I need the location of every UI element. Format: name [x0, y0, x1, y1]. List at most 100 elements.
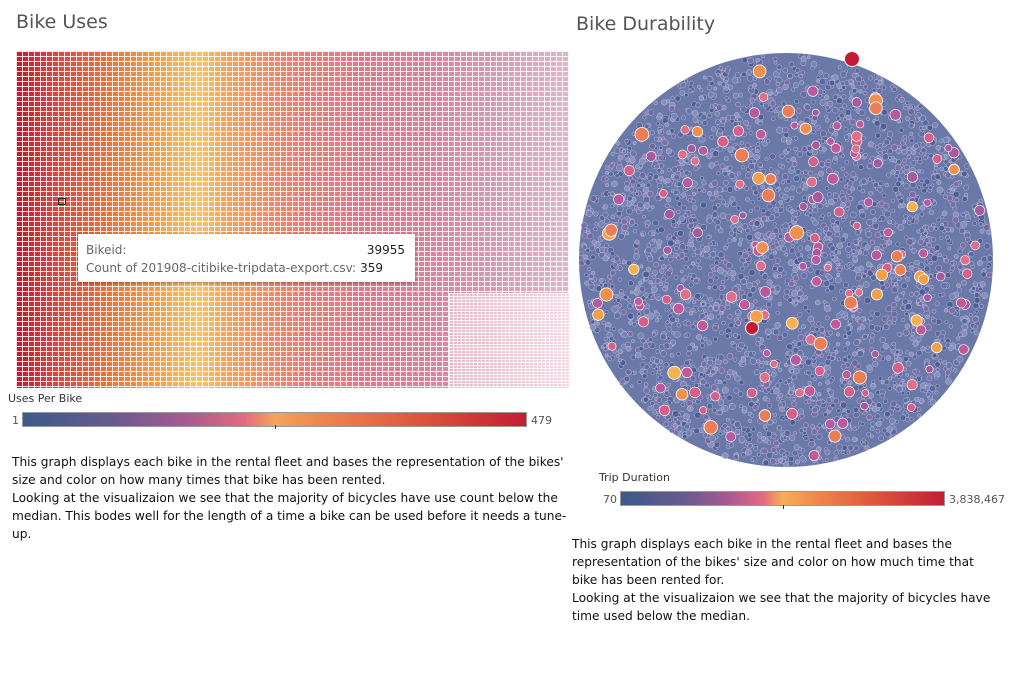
bike-bubble[interactable] — [765, 369, 771, 374]
bike-bubble[interactable] — [727, 369, 733, 375]
bike-bubble[interactable] — [772, 56, 778, 62]
bike-bubble[interactable] — [778, 378, 783, 383]
bike-bubble[interactable] — [972, 302, 979, 309]
bike-bubble[interactable] — [842, 357, 848, 363]
bike-bubble[interactable] — [837, 65, 842, 70]
bike-bubble[interactable] — [811, 149, 818, 156]
bike-bubble[interactable] — [874, 310, 881, 317]
bike-bubble[interactable] — [928, 185, 933, 190]
bike-bubble[interactable] — [806, 232, 811, 237]
bike-bubble[interactable] — [811, 355, 817, 360]
bike-bubble[interactable] — [594, 221, 599, 226]
bike-bubble[interactable] — [706, 217, 713, 224]
bike-bubble[interactable] — [828, 198, 835, 205]
bike-bubble[interactable] — [799, 80, 805, 85]
bike-bubble[interactable] — [750, 199, 755, 205]
bike-bubble[interactable] — [633, 223, 638, 228]
bike-bubble[interactable] — [723, 359, 728, 365]
bike-bubble[interactable] — [679, 168, 684, 174]
bike-bubble[interactable] — [803, 305, 809, 311]
bike-bubble[interactable] — [791, 396, 796, 401]
bike-bubble[interactable] — [675, 388, 689, 401]
bike-bubble[interactable] — [733, 357, 738, 362]
bike-bubble[interactable] — [777, 106, 783, 112]
bike-bubble[interactable] — [859, 80, 866, 86]
bike-bubble[interactable] — [793, 300, 799, 305]
bike-bubble[interactable] — [782, 435, 788, 440]
bike-bubble[interactable] — [754, 231, 762, 239]
bike-bubble[interactable] — [604, 218, 610, 225]
bike-bubble[interactable] — [864, 244, 871, 251]
bike-bubble[interactable] — [734, 148, 750, 163]
bike-bubble[interactable] — [616, 164, 623, 172]
bike-bubble[interactable] — [818, 382, 822, 386]
bike-bubble[interactable] — [843, 282, 849, 288]
bike-bubble[interactable] — [896, 194, 902, 201]
bike-bubble[interactable] — [979, 228, 985, 234]
bike-bubble[interactable] — [791, 401, 797, 407]
bike-bubble[interactable] — [892, 316, 898, 322]
bike-bubble[interactable] — [845, 201, 851, 208]
bike-bubble[interactable] — [878, 200, 885, 207]
bike-bubble[interactable] — [707, 285, 712, 290]
bike-bubble[interactable] — [818, 70, 824, 75]
bike-bubble[interactable] — [734, 112, 740, 117]
bike-bubble[interactable] — [799, 455, 806, 462]
bike-bubble[interactable] — [664, 209, 675, 220]
bike-bubble[interactable] — [707, 359, 713, 366]
bike-bubble[interactable] — [957, 263, 964, 270]
bike-bubble[interactable] — [713, 305, 719, 311]
bike-bubble[interactable] — [791, 449, 799, 457]
bike-bubble[interactable] — [850, 211, 857, 219]
bike-bubble[interactable] — [697, 306, 703, 312]
bike-bubble[interactable] — [720, 279, 725, 284]
bike-bubble[interactable] — [761, 188, 776, 203]
bike-bubble[interactable] — [773, 250, 778, 255]
bike-bubble[interactable] — [869, 426, 875, 432]
bike-bubble[interactable] — [634, 127, 650, 142]
bike-bubble[interactable] — [756, 438, 763, 444]
bike-bubble[interactable] — [855, 274, 862, 282]
bike-bubble[interactable] — [790, 121, 799, 130]
bike-bubble[interactable] — [875, 145, 880, 150]
bike-bubble[interactable] — [944, 144, 953, 152]
bike-bubble[interactable] — [691, 110, 699, 117]
bike-bubble[interactable] — [944, 320, 949, 325]
bike-bubble[interactable] — [905, 350, 910, 355]
bike-bubble[interactable] — [639, 361, 646, 368]
bike-bubble[interactable] — [836, 116, 841, 121]
bike-bubble[interactable] — [752, 171, 766, 185]
bike-bubble[interactable] — [877, 375, 883, 381]
bike-bubble[interactable] — [721, 118, 726, 124]
bike-bubble[interactable] — [905, 276, 910, 282]
bike-bubble[interactable] — [659, 365, 664, 371]
bike-bubble[interactable] — [811, 406, 819, 414]
bike-bubble[interactable] — [953, 181, 960, 188]
bike-bubble[interactable] — [860, 324, 866, 330]
bike-bubble[interactable] — [777, 302, 782, 307]
bike-bubble[interactable] — [743, 317, 749, 323]
bike-bubble[interactable] — [926, 242, 932, 248]
bike-bubble[interactable] — [961, 318, 968, 325]
bike-bubble[interactable] — [597, 221, 605, 228]
bike-bubble[interactable] — [654, 136, 659, 142]
bike-bubble[interactable] — [941, 210, 948, 216]
bike-bubble[interactable] — [776, 126, 783, 134]
bike-bubble[interactable] — [905, 100, 910, 105]
bike-bubble[interactable] — [614, 312, 621, 320]
bike-bubble[interactable] — [920, 147, 927, 154]
bike-bubble[interactable] — [718, 284, 725, 291]
bike-bubble[interactable] — [875, 420, 882, 427]
bike-bubble[interactable] — [843, 134, 850, 140]
bike-bubble[interactable] — [890, 250, 904, 263]
bike-bubble[interactable] — [790, 354, 802, 366]
bike-bubble[interactable] — [726, 394, 733, 401]
bike-bubble[interactable] — [671, 166, 678, 173]
bike-bubble[interactable] — [819, 99, 827, 107]
bike-bubble[interactable] — [629, 290, 634, 295]
bike-bubble[interactable] — [587, 205, 592, 210]
bike-bubble[interactable] — [836, 332, 841, 337]
bike-bubble[interactable] — [888, 376, 893, 381]
bike-bubble[interactable] — [883, 210, 891, 218]
bike-bubble[interactable] — [872, 217, 877, 222]
